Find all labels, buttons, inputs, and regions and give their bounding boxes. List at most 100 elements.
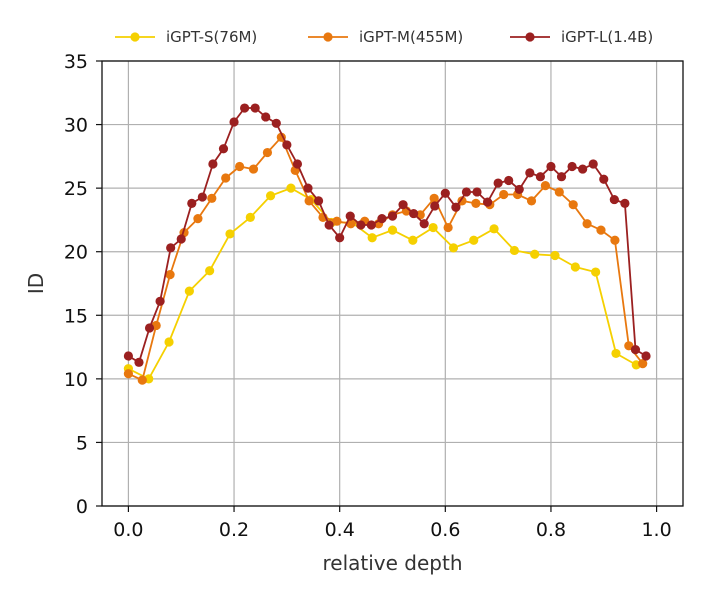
data-point — [596, 225, 606, 235]
y-tick-label: 35 — [64, 51, 88, 73]
data-point — [313, 196, 324, 206]
data-point — [123, 351, 134, 361]
data-point — [208, 159, 218, 169]
data-point — [451, 202, 461, 212]
data-point — [499, 189, 509, 200]
data-point — [137, 375, 147, 385]
data-point — [568, 200, 578, 210]
data-point — [489, 224, 499, 234]
y-axis-label: ID — [24, 273, 48, 294]
data-point — [250, 103, 260, 113]
data-point — [356, 220, 366, 230]
series-0 — [123, 183, 641, 384]
data-point — [554, 187, 564, 197]
data-point — [591, 267, 601, 277]
data-point — [176, 234, 186, 244]
x-tick-label: 1.0 — [641, 519, 671, 541]
data-point — [550, 250, 560, 261]
data-point — [207, 193, 217, 203]
y-tick-label: 20 — [64, 242, 88, 264]
data-point — [134, 357, 144, 367]
data-point — [408, 235, 418, 245]
data-point — [367, 233, 377, 243]
data-point — [221, 173, 231, 183]
data-point — [193, 214, 203, 224]
data-point — [205, 266, 215, 276]
series-line — [127, 107, 647, 364]
y-tick-label: 15 — [64, 305, 88, 327]
data-point — [245, 212, 255, 222]
data-point — [578, 164, 588, 174]
data-point — [624, 341, 634, 351]
data-point — [398, 200, 408, 210]
data-point — [443, 222, 453, 233]
data-point — [265, 191, 276, 201]
data-point — [286, 183, 296, 193]
data-point — [155, 296, 165, 306]
y-tick-label: 10 — [64, 369, 88, 391]
data-point — [525, 168, 535, 178]
data-point — [240, 103, 250, 113]
x-tick-label: 0.6 — [430, 519, 460, 541]
data-point — [493, 178, 503, 188]
series-layer — [123, 103, 651, 385]
data-point — [609, 194, 619, 205]
data-point — [535, 172, 545, 182]
legend-label: iGPT-S(76M) — [166, 28, 257, 46]
y-tick-label: 5 — [76, 432, 88, 454]
data-point — [123, 369, 134, 379]
data-point — [540, 181, 551, 191]
legend-label: iGPT-L(1.4B) — [561, 28, 653, 46]
plot-frame — [101, 60, 684, 507]
legend-swatch-marker — [130, 32, 140, 42]
data-point — [610, 235, 620, 245]
data-point — [324, 220, 334, 230]
legend-label: iGPT-M(455M) — [359, 28, 463, 46]
data-point — [582, 219, 592, 229]
data-point — [482, 197, 493, 207]
data-point — [144, 323, 155, 333]
data-point — [588, 159, 598, 169]
data-point — [261, 112, 271, 122]
y-tick-label: 30 — [64, 115, 88, 137]
data-point — [335, 233, 345, 243]
data-point — [292, 159, 303, 169]
data-point — [504, 175, 514, 186]
data-point — [461, 187, 472, 197]
data-point — [469, 235, 479, 245]
legend-swatch-marker — [323, 32, 333, 42]
legend-entry: iGPT-M(455M) — [308, 28, 463, 46]
data-point — [303, 183, 313, 193]
ticks: 0.0 0.2 0.4 0.6 0.8 1.0 0 5 10 15 20 25 30 35 — [64, 51, 672, 541]
data-point — [546, 161, 556, 172]
x-tick-label: 0.0 — [113, 519, 143, 541]
data-point — [366, 220, 376, 230]
data-point — [271, 118, 281, 128]
data-point — [229, 117, 239, 127]
data-point — [440, 188, 450, 198]
data-point — [262, 147, 273, 158]
data-point — [332, 216, 342, 226]
data-point — [570, 262, 580, 272]
data-point — [345, 211, 355, 221]
data-point — [526, 196, 537, 206]
y-tick-label: 0 — [76, 496, 88, 518]
data-point — [514, 184, 524, 195]
grid — [102, 60, 683, 507]
data-point — [166, 243, 176, 253]
data-point — [638, 359, 648, 369]
data-point — [165, 270, 175, 280]
data-point — [429, 193, 439, 203]
data-point — [234, 161, 245, 172]
data-point — [387, 211, 398, 221]
data-point — [409, 208, 419, 219]
x-axis-label: relative depth — [322, 551, 462, 575]
legend: iGPT-S(76M) iGPT-M(455M) iGPT-L(1.4B) — [115, 28, 653, 46]
legend-entry: iGPT-S(76M) — [115, 28, 257, 46]
data-point — [304, 196, 314, 206]
data-point — [620, 198, 630, 208]
data-point — [184, 286, 194, 296]
data-point — [641, 351, 651, 361]
legend-swatch-marker — [525, 32, 535, 42]
data-point — [164, 337, 174, 347]
